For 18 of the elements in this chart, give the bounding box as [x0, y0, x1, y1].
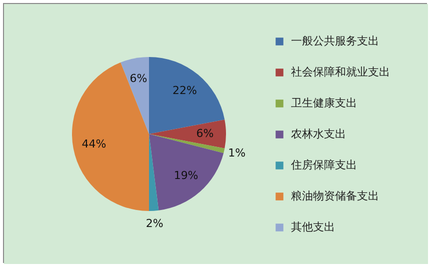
pie-slice — [149, 120, 226, 148]
data-label: 2% — [146, 216, 164, 230]
legend-label: 一般公共服务支出 — [291, 34, 379, 48]
pie-slice — [149, 134, 159, 211]
pie-slice — [72, 62, 149, 211]
legend-label: 其他支出 — [291, 220, 335, 234]
data-label: 6% — [130, 72, 148, 85]
legend-label: 社会保障和就业支出 — [291, 66, 390, 78]
pie-slice — [120, 57, 149, 134]
legend-label: 农林水支出 — [291, 128, 346, 140]
data-label: 6% — [196, 127, 214, 140]
legend-label: 住房保障支出 — [291, 158, 357, 172]
data-label: 1% — [228, 146, 246, 160]
legend-label: 卫生健康支出 — [291, 96, 357, 110]
legend-label: 粮油物资储备支出 — [291, 190, 379, 202]
data-label: 44% — [82, 137, 106, 150]
data-label: 22% — [172, 84, 197, 97]
data-label: 19% — [174, 169, 198, 182]
